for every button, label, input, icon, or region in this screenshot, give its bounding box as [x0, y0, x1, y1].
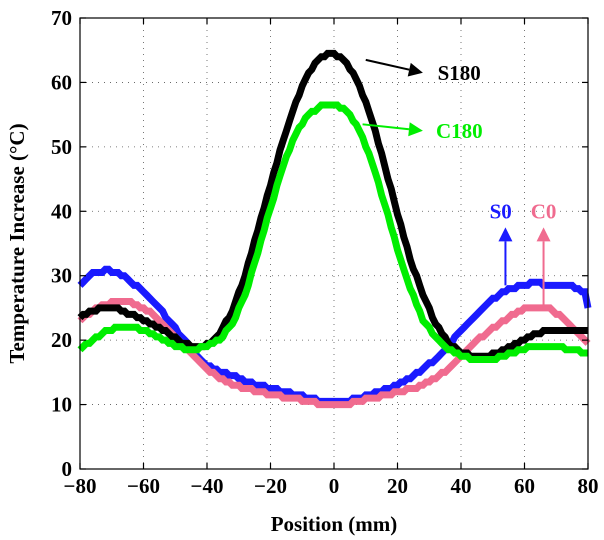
- annotation-label-c180: C180: [436, 119, 483, 143]
- x-tick-label: 80: [578, 474, 599, 498]
- annotations: S180 C180 S0 C0: [362, 58, 557, 308]
- x-tick-label: −40: [191, 474, 224, 498]
- annotation-label-s180: S180: [438, 61, 481, 85]
- x-tick-label: 60: [514, 474, 535, 498]
- annotation-label-c0: C0: [531, 199, 557, 223]
- x-tick-label: −20: [254, 474, 287, 498]
- y-tick-label: 40: [51, 199, 72, 223]
- y-tick-label: 20: [51, 328, 72, 352]
- y-tick-label: 70: [51, 6, 72, 30]
- y-tick-label: 60: [51, 70, 72, 94]
- x-tick-label: 20: [387, 474, 408, 498]
- series-line-c0: [77, 298, 591, 409]
- annotation-arrowhead-s180: [407, 62, 423, 77]
- y-tick-label: 10: [51, 393, 72, 417]
- annotation-arrowhead-s0: [498, 227, 513, 242]
- annotation-arrowhead-c0: [536, 227, 551, 242]
- y-tick-label: 30: [51, 264, 72, 288]
- series-lines: [77, 49, 592, 409]
- x-tick-label: −80: [64, 474, 97, 498]
- series-line-c180: [77, 101, 588, 363]
- y-tick-label: 0: [62, 457, 73, 481]
- plot-area: S180 C180 S0 C0 −80 −60 −40 −20 0 20 40 60 80 0 10 20 3…: [51, 6, 599, 498]
- y-tick-label: 50: [51, 135, 72, 159]
- x-axis-label: Position (mm): [271, 512, 398, 536]
- x-tick-label: 40: [451, 474, 472, 498]
- annotation-arrow-c180: [362, 123, 410, 131]
- x-tick-label: −60: [127, 474, 160, 498]
- ticks: −80 −60 −40 −20 0 20 40 60 80 0 10 20 30 40 50 60 70: [51, 6, 599, 498]
- x-tick-label: 0: [329, 474, 340, 498]
- annotation-arrowhead-c180: [408, 122, 423, 137]
- series-line-s180: [77, 49, 588, 360]
- annotation-label-s0: S0: [490, 199, 512, 223]
- plot-background: [80, 18, 588, 469]
- y-axis-label: Temperature Increase (°C): [5, 123, 29, 363]
- annotation-arrow-s180: [365, 58, 410, 71]
